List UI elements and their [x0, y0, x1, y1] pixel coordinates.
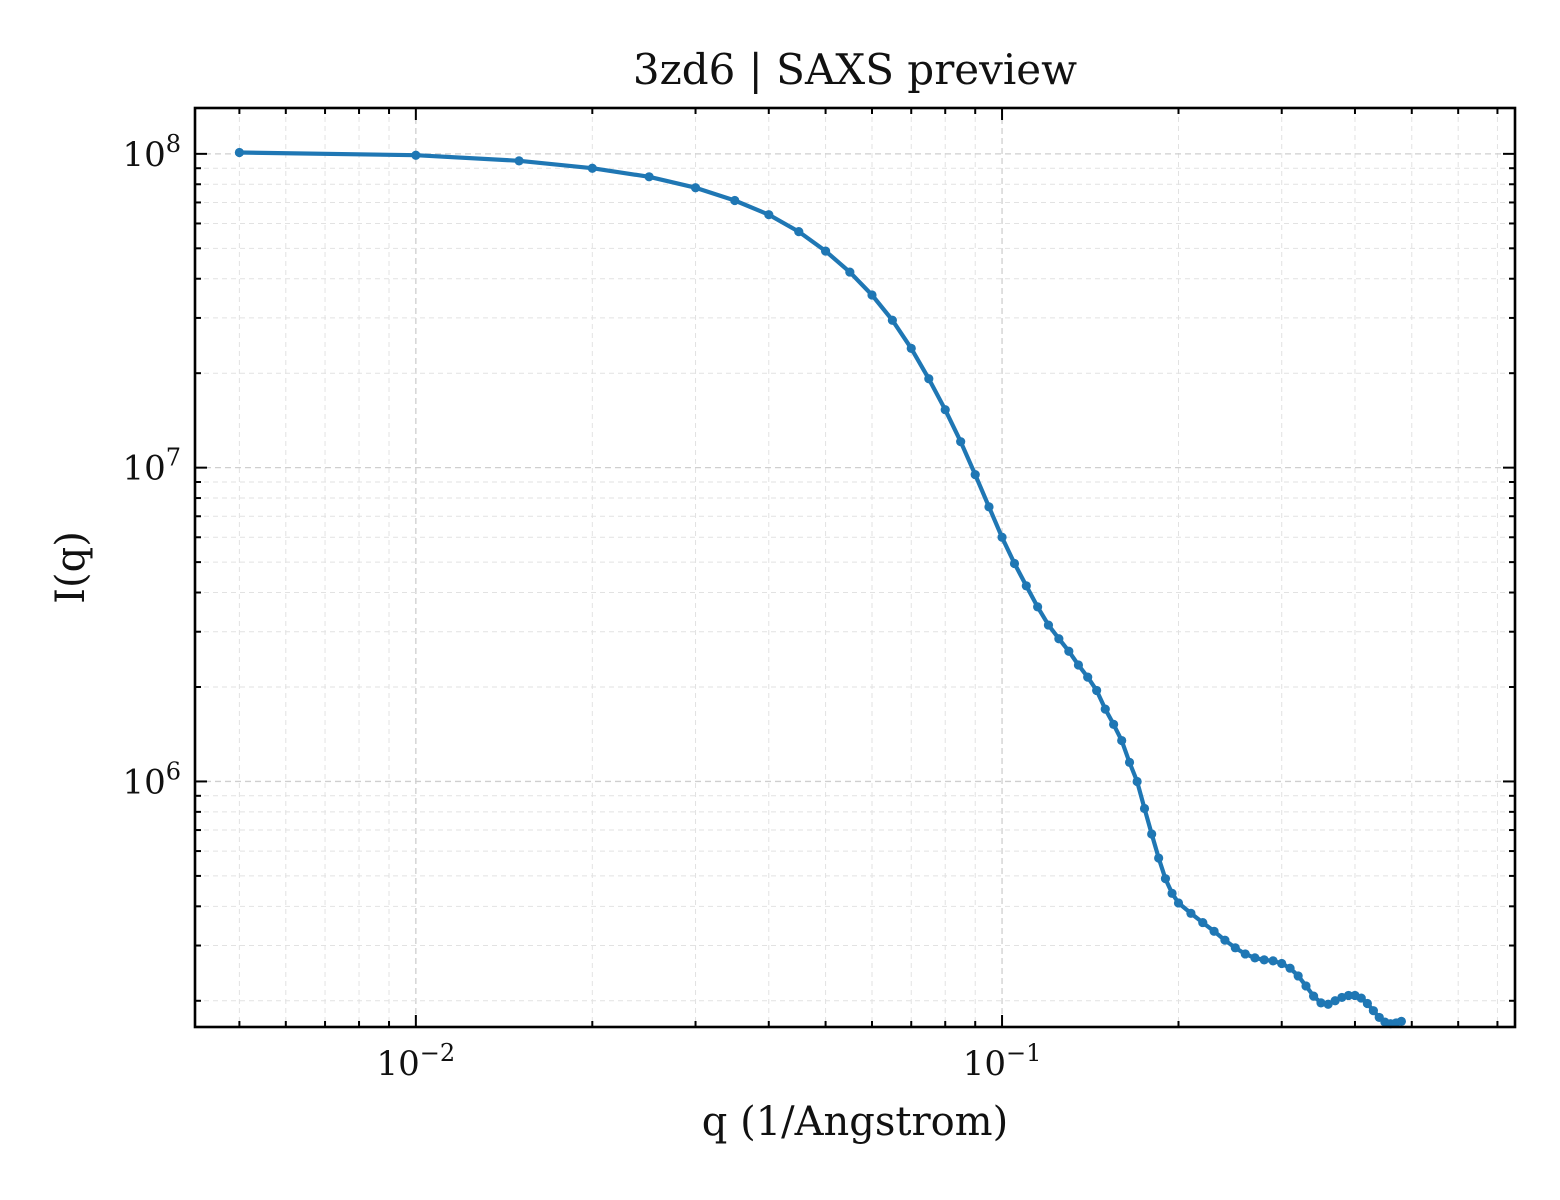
- data-point: [970, 470, 980, 480]
- data-point: [1054, 634, 1064, 644]
- data-point: [1259, 955, 1269, 965]
- x-axis-label: q (1/Angstrom): [702, 1099, 1008, 1145]
- x-tick-label: 10−1: [963, 1039, 1042, 1084]
- data-point: [906, 343, 916, 353]
- data-point: [1293, 971, 1303, 981]
- data-point: [940, 405, 950, 415]
- chart-title: 3zd6 | SAXS preview: [633, 45, 1077, 94]
- data-point: [956, 437, 966, 447]
- data-point: [1100, 704, 1110, 714]
- data-point: [794, 227, 804, 237]
- data-point: [1186, 908, 1196, 918]
- data-point: [1109, 719, 1119, 729]
- data-point: [1160, 874, 1171, 884]
- data-point: [1064, 646, 1074, 656]
- data-point: [1330, 996, 1340, 1006]
- y-tick-label: 106: [122, 757, 181, 802]
- data-point: [1173, 898, 1184, 908]
- grid: [195, 108, 1515, 1027]
- data-point: [1396, 1016, 1406, 1026]
- data-point: [1083, 672, 1093, 682]
- data-point: [1073, 660, 1084, 670]
- y-axis-label: I(q): [48, 531, 94, 604]
- data-point: [1139, 803, 1150, 814]
- data-point: [1301, 981, 1311, 991]
- data-point: [1220, 935, 1230, 945]
- data-point: [887, 315, 897, 325]
- data-point: [1147, 829, 1157, 839]
- data-point: [845, 267, 855, 277]
- tick-labels: 10−2 10−1 106 107 108: [122, 130, 1041, 1084]
- x-tick-label: 10−2: [377, 1039, 456, 1084]
- data-point: [730, 195, 740, 206]
- data-point: [1198, 917, 1208, 928]
- data-point: [1043, 620, 1054, 630]
- data-point: [1240, 949, 1250, 959]
- series-group: [234, 147, 1406, 1029]
- data-point: [1009, 558, 1020, 569]
- data-point: [984, 502, 994, 512]
- data-point: [1362, 998, 1372, 1009]
- data-point: [1124, 757, 1135, 768]
- data-point: [820, 246, 831, 256]
- data-point: [1316, 998, 1326, 1008]
- data-point: [1033, 602, 1043, 612]
- data-point: [1132, 776, 1142, 787]
- data-point: [1368, 1006, 1378, 1016]
- data-point: [997, 532, 1007, 542]
- data-point: [1117, 735, 1127, 746]
- data-point: [1356, 993, 1366, 1003]
- data-point: [867, 290, 877, 300]
- data-point: [1021, 581, 1031, 591]
- data-point: [587, 163, 597, 173]
- data-point: [1323, 999, 1333, 1009]
- ticks: [195, 108, 1515, 1027]
- data-point: [1277, 958, 1287, 969]
- data-point: [1167, 888, 1177, 898]
- data-point: [411, 150, 421, 160]
- data-point: [1285, 963, 1295, 973]
- data-point: [764, 210, 774, 220]
- data-point: [1268, 956, 1278, 966]
- y-tick-label: 107: [122, 444, 181, 489]
- data-point: [1230, 943, 1240, 953]
- data-point: [644, 172, 654, 182]
- data-point: [234, 147, 244, 158]
- y-tick-label: 108: [122, 130, 181, 175]
- data-point: [1154, 853, 1164, 863]
- data-point: [924, 374, 934, 384]
- plot-frame: [193, 106, 1517, 1029]
- data-point: [1250, 953, 1260, 963]
- data-point: [1092, 685, 1102, 696]
- data-point: [690, 183, 701, 193]
- data-point: [1209, 926, 1219, 936]
- data-point: [514, 156, 524, 166]
- data-point: [1343, 990, 1354, 1001]
- data-point: [1308, 991, 1319, 1001]
